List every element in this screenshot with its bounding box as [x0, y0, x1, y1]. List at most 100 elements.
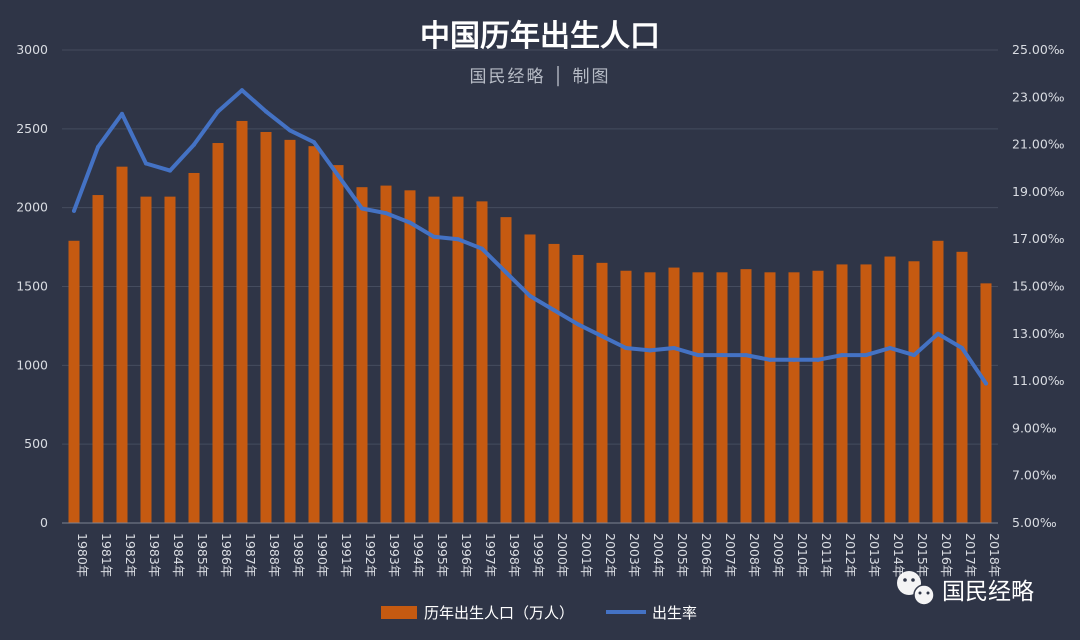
legend-label-line: 出生率: [652, 604, 697, 622]
bar: [764, 272, 776, 523]
x-tick-label: 2013年: [867, 533, 882, 577]
bar: [428, 196, 440, 523]
left-tick-label: 3000: [16, 42, 48, 57]
x-tick-label: 2006年: [699, 533, 714, 577]
bar: [836, 264, 848, 523]
right-axis: 5.00‰ 7.00‰ 9.00‰ 11.00‰ 13.00‰ 15.00‰ 17.00‰ 1…: [1012, 42, 1065, 530]
x-tick-label: 1984年: [171, 533, 186, 577]
chart-subtitle: 国民经略 │ 制图: [469, 66, 610, 87]
x-tick-label: 1986年: [219, 533, 234, 577]
bar-series: [68, 120, 992, 524]
left-tick-label: 2000: [16, 200, 48, 215]
line-series: [72, 88, 988, 386]
x-tick-label: 1981年: [99, 533, 114, 577]
x-tick-label: 2008年: [747, 533, 762, 577]
bar: [524, 234, 536, 523]
bar: [140, 196, 152, 523]
line-point: [912, 353, 916, 358]
bar: [884, 256, 896, 523]
line-point: [816, 357, 820, 362]
x-tick-label: 2011年: [819, 533, 834, 577]
line-point: [144, 161, 148, 166]
line-point: [960, 345, 964, 350]
left-tick-label: 1500: [16, 279, 48, 294]
x-tick-label: 2001年: [579, 533, 594, 577]
bar: [572, 254, 584, 523]
line-point: [216, 109, 220, 114]
bar: [188, 172, 200, 524]
right-tick-label: 7.00‰: [1012, 468, 1057, 483]
right-tick-label: 25.00‰: [1012, 42, 1065, 57]
line-point: [720, 353, 724, 358]
bar: [644, 272, 656, 523]
right-tick-label: 11.00‰: [1012, 373, 1065, 388]
x-tick-label: 2016年: [939, 533, 954, 577]
bar: [356, 187, 368, 524]
legend-swatch-bar: [381, 606, 417, 619]
bar: [788, 272, 800, 523]
chart-title: 中国历年出生人口: [420, 19, 660, 54]
line-point: [648, 348, 652, 353]
left-tick-label: 500: [24, 436, 48, 451]
bar: [620, 270, 632, 523]
bar: [332, 165, 344, 523]
line-point: [672, 345, 676, 350]
line-point: [600, 334, 604, 339]
x-tick-label: 2017年: [963, 533, 978, 577]
line-point: [72, 208, 76, 213]
x-tick-label: 1983年: [147, 533, 162, 577]
line-point: [936, 331, 940, 336]
right-tick-label: 23.00‰: [1012, 89, 1065, 104]
bar: [284, 139, 296, 523]
x-tick-label: 2002年: [603, 533, 618, 577]
right-tick-label: 13.00‰: [1012, 326, 1065, 341]
x-tick-label: 1995年: [435, 533, 450, 577]
bar: [68, 240, 80, 523]
line-point: [360, 206, 364, 211]
x-tick-label: 2012年: [843, 533, 858, 577]
line-point: [264, 109, 268, 114]
line-point: [984, 381, 988, 386]
bar: [164, 196, 176, 523]
x-axis: 1980年 1981年 1982年 1983年 1984年 1985年 1986年 1987年…: [62, 522, 1002, 577]
line-point: [528, 293, 532, 298]
line-point: [480, 246, 484, 251]
x-tick-label: 1985年: [195, 533, 210, 577]
x-tick-label: 2009年: [771, 533, 786, 577]
bar: [236, 120, 248, 523]
x-tick-label: 1988年: [267, 533, 282, 577]
line-point: [384, 211, 388, 216]
line-point: [792, 357, 796, 362]
x-tick-label: 1996年: [459, 533, 474, 577]
line-point: [312, 140, 316, 145]
bar: [956, 251, 968, 523]
x-tick-label: 2004年: [651, 533, 666, 577]
line-point: [552, 308, 556, 313]
x-tick-label: 1999年: [531, 533, 546, 577]
bar: [308, 146, 320, 523]
right-tick-label: 19.00‰: [1012, 184, 1065, 199]
right-tick-label: 9.00‰: [1012, 420, 1057, 435]
x-tick-label: 1991年: [339, 533, 354, 577]
left-tick-label: 1000: [16, 357, 48, 372]
line-point: [624, 345, 628, 350]
line-point: [192, 142, 196, 147]
x-tick-label: 2015年: [915, 533, 930, 577]
left-tick-label: 0: [40, 515, 48, 530]
bar: [476, 201, 488, 524]
x-tick-label: 1994年: [411, 533, 426, 577]
x-tick-label: 2018年: [987, 533, 1002, 577]
line-point: [504, 270, 508, 275]
bar: [380, 185, 392, 524]
x-tick-label: 2014年: [891, 533, 906, 577]
bar: [932, 240, 944, 523]
bar: [116, 166, 128, 523]
x-tick-label: 2005年: [675, 533, 690, 577]
x-tick-label: 1998年: [507, 533, 522, 577]
watermark: 国民经略: [897, 571, 1034, 606]
x-tick-label: 2007年: [723, 533, 738, 577]
line-point: [288, 128, 292, 133]
x-tick-label: 1980年: [75, 533, 90, 577]
